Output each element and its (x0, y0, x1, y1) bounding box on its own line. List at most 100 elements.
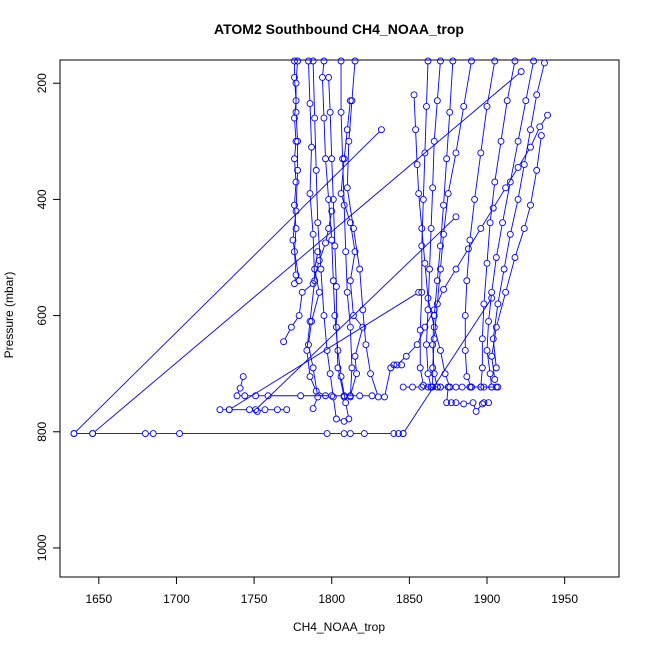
data-point (329, 195, 337, 203)
data-point (337, 190, 345, 198)
series-line-segment (430, 190, 434, 226)
data-point (477, 149, 485, 157)
series-line-segment (437, 248, 441, 278)
data-point (423, 341, 430, 349)
data-point (309, 405, 317, 412)
series-line-segment (467, 379, 471, 385)
data-point (478, 364, 486, 372)
data-point (415, 190, 423, 198)
data-point (506, 178, 514, 186)
data-point (429, 184, 437, 192)
data-point (381, 393, 388, 401)
series-line-segment (440, 237, 444, 267)
series-22 (461, 57, 500, 391)
data-point (374, 393, 382, 401)
data-point (485, 399, 493, 407)
data-point (517, 68, 525, 76)
series-line-segment (328, 80, 331, 110)
data-point (298, 288, 306, 296)
data-point (444, 383, 452, 391)
data-point (440, 230, 447, 238)
series-line-segment (309, 106, 312, 145)
series-line-segment (428, 301, 435, 325)
series-29 (399, 383, 444, 391)
series-line-segment (518, 167, 525, 197)
data-point (329, 393, 337, 401)
data-point (342, 399, 350, 407)
data-point (418, 225, 426, 232)
data-point (436, 265, 444, 273)
data-point (427, 383, 435, 391)
data-point (430, 306, 438, 314)
data-point (395, 430, 402, 437)
data-point (483, 103, 491, 110)
series-line-segment (350, 370, 353, 394)
series-line-segment (466, 243, 471, 278)
data-point (390, 430, 398, 437)
data-point (356, 392, 364, 400)
series-line-segment (311, 295, 319, 319)
series-line-segment (497, 271, 505, 302)
data-point (452, 383, 460, 391)
data-point (480, 399, 488, 407)
data-point (440, 286, 447, 293)
series-line-segment (329, 115, 333, 156)
data-point (343, 184, 351, 192)
series-line-segment (541, 117, 547, 125)
data-point (393, 361, 401, 369)
data-point (322, 155, 329, 163)
data-point (500, 265, 508, 273)
series-line-segment (327, 353, 331, 371)
data-point (436, 383, 444, 391)
data-point (292, 108, 300, 116)
data-point (367, 370, 375, 378)
series-line-segment (480, 370, 483, 385)
series-line-segment (294, 121, 297, 139)
series-line-segment (328, 213, 332, 226)
data-point (291, 57, 298, 65)
series-23 (466, 57, 519, 391)
data-point (306, 100, 314, 108)
series-line-segment (310, 379, 316, 389)
series-15 (252, 213, 460, 414)
series-13 (89, 68, 525, 437)
series-line-segment (336, 330, 339, 365)
series-8 (280, 207, 336, 346)
series-line-segment (426, 312, 429, 342)
series-line-segment (496, 225, 503, 255)
data-point (312, 166, 320, 174)
data-point (306, 190, 314, 198)
series-14 (225, 288, 423, 414)
data-point (492, 254, 500, 261)
data-point (241, 392, 249, 400)
series-line-segment (313, 263, 319, 281)
series-line-segment (443, 161, 447, 203)
data-point (486, 370, 494, 378)
y-tick-label: 200 (35, 73, 49, 93)
data-point (463, 373, 471, 381)
series-line-segment (355, 317, 362, 326)
series-line-segment (491, 330, 497, 354)
data-point (233, 392, 241, 400)
data-point (356, 265, 364, 273)
data-point (506, 230, 514, 238)
series-line-segment (306, 324, 311, 348)
series-line-segment (477, 405, 481, 410)
data-point (541, 59, 548, 67)
data-point (460, 400, 468, 408)
data-point (311, 265, 319, 273)
series-line-segment (345, 405, 349, 417)
data-point (491, 57, 499, 65)
series-line-segment (341, 196, 350, 220)
series-line-segment (518, 103, 526, 139)
data-point (488, 288, 496, 296)
data-point (430, 323, 438, 331)
data-point (343, 126, 351, 134)
data-point (340, 430, 348, 437)
data-point (323, 430, 331, 437)
series-line-segment (510, 144, 518, 180)
series-line-segment (315, 173, 319, 220)
series-line-segment (531, 129, 539, 145)
data-point (491, 376, 499, 383)
series-line-segment (355, 329, 363, 354)
